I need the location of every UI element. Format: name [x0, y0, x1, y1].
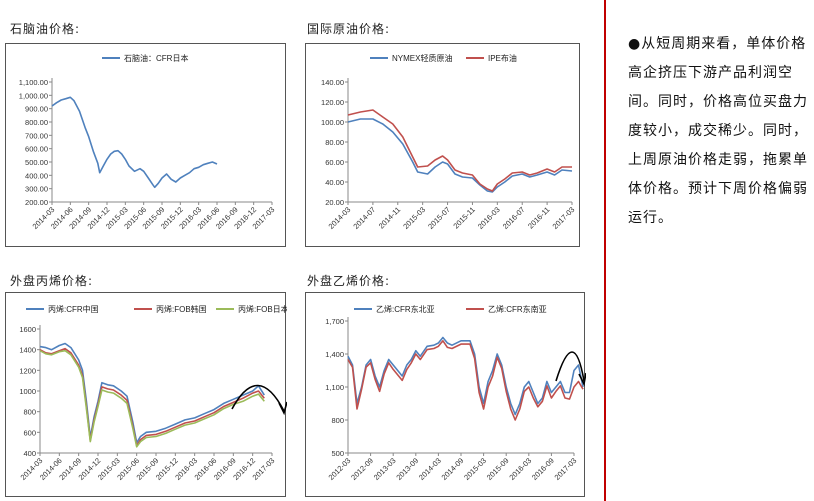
x-tick-label: 2014-03: [327, 205, 353, 231]
crude-oil-chart-svg: 140.00120.00100.0080.0060.0040.0020.0020…: [321, 53, 577, 231]
x-tick-label: 2013-09: [394, 456, 420, 482]
arrow-head-icon: [578, 372, 586, 387]
y-tick-label: 300.00: [25, 185, 48, 194]
y-tick-label: 1,700: [325, 317, 344, 326]
x-tick-label: 2016-11: [526, 205, 551, 230]
y-tick-label: 1,000.00: [19, 91, 48, 100]
x-tick-label: 2017-03: [553, 456, 579, 482]
legend-label: 乙烯:CFR东南亚: [488, 304, 547, 314]
legend-label: IPE布油: [488, 53, 517, 63]
y-tick-label: 1,100.00: [19, 78, 48, 87]
legend-label: NYMEX轻质原油: [392, 53, 452, 63]
x-tick-label: 2016-03: [476, 205, 502, 231]
propylene-chart: 1600 1400 1200 1000 800 600 400 2014-03 2014-06 2…: [5, 292, 287, 497]
x-tick-label: 2014-11: [377, 205, 402, 230]
red-divider: [604, 0, 606, 501]
x-tick-label: 2014-03: [417, 456, 443, 482]
y-tick-label: 1000: [19, 387, 36, 396]
series-line: [39, 349, 265, 448]
y-tick-label: 800: [23, 408, 36, 417]
crude-oil-title: 国际原油价格:: [307, 22, 391, 36]
legend-label: 石脑油：CFR日本: [124, 53, 188, 63]
y-tick-label: 20.00: [325, 198, 344, 207]
y-tick-label: 800.00: [25, 118, 48, 127]
y-tick-label: 80.00: [325, 138, 344, 147]
y-tick-label: 200.00: [25, 198, 48, 207]
y-tick-label: 40.00: [325, 178, 344, 187]
series-line: [51, 96, 218, 189]
x-tick-label: 2014-09: [440, 456, 466, 482]
y-tick-label: 60.00: [325, 158, 344, 167]
x-tick-label: 2016-03: [507, 456, 533, 482]
series-line: [347, 118, 573, 193]
legend-label: 丙烯:CFR中国: [48, 304, 99, 314]
naphtha-chart-svg: 1,100.00 1,000.00 900.00 800.00 700.00 600.00…: [19, 53, 277, 231]
series-line: [347, 109, 572, 192]
legend-label: 丙烯:FOB韩国: [156, 304, 207, 314]
arrow-head-icon: [278, 401, 287, 416]
legend-label: 丙烯:FOB日本: [238, 304, 287, 314]
market-comment: ●从短周期来看，单体价格高企挤压下游产品利润空间。同时，价格高位买盘力度较小，成…: [628, 36, 808, 226]
y-tick-label: 700.00: [25, 131, 48, 140]
x-tick-label: 2013-03: [372, 456, 398, 482]
x-tick-label: 2015-07: [426, 205, 452, 231]
y-tick-label: 1400: [19, 346, 36, 355]
y-tick-label: 400: [23, 449, 36, 458]
series-line: [347, 336, 584, 416]
y-tick-label: 500.00: [25, 158, 48, 167]
series-line: [39, 342, 265, 444]
y-tick-label: 1,400: [325, 350, 344, 359]
y-tick-label: 800: [331, 416, 344, 425]
y-tick-label: 140.00: [321, 78, 344, 87]
y-tick-label: 1,100: [325, 383, 344, 392]
legend-label: 乙烯:CFR东北亚: [376, 304, 435, 314]
x-tick-label: 2015-09: [485, 456, 511, 482]
y-tick-label: 1600: [19, 325, 36, 334]
x-tick-label: 2016-09: [530, 456, 556, 482]
x-tick-label: 2015-03: [401, 205, 427, 231]
propylene-title: 外盘丙烯价格:: [10, 274, 94, 288]
ethylene-title: 外盘乙烯价格:: [307, 274, 391, 288]
y-tick-label: 500: [331, 449, 344, 458]
x-tick-label: 2014-07: [351, 205, 377, 231]
ethylene-chart: 1,700 1,400 1,100 800 500 2012-03 2012-09 2013-…: [305, 292, 586, 497]
series-line: [347, 340, 584, 421]
y-tick-label: 600: [23, 428, 36, 437]
y-tick-label: 100.00: [321, 118, 344, 127]
x-tick-label: 2015-03: [462, 456, 488, 482]
y-tick-label: 900.00: [25, 105, 48, 114]
y-tick-label: 1200: [19, 366, 36, 375]
ethylene-chart-svg: 1,7001,4001,1008005002012-032012-092013-…: [325, 304, 586, 482]
y-tick-label: 400.00: [25, 171, 48, 180]
trend-arrow: [231, 384, 285, 412]
trend-arrow: [555, 351, 585, 382]
naphtha-chart: 1,100.00 1,000.00 900.00 800.00 700.00 600.00…: [5, 43, 286, 247]
naphtha-title: 石脑油价格:: [10, 22, 81, 36]
x-tick-label: 2016-07: [501, 205, 527, 231]
y-tick-label: 120.00: [321, 98, 344, 107]
x-tick-label: 2012-09: [349, 456, 375, 482]
y-tick-label: 600.00: [25, 145, 48, 154]
propylene-chart-svg: 16001400120010008006004002014-032014-062…: [19, 304, 287, 482]
crude-oil-chart: 140.00 120.00 100.00 80.00 60.00 40.00 20.00 20…: [305, 43, 580, 247]
x-tick-label: 2017-03: [551, 205, 577, 231]
x-tick-label: 2012-03: [327, 456, 353, 482]
x-tick-label: 2015-11: [451, 205, 476, 230]
